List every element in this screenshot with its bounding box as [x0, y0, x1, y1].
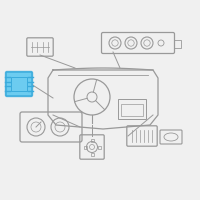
Bar: [84, 146, 86, 148]
Bar: [11, 77, 27, 91]
Bar: [98, 146, 101, 148]
Bar: [90, 152, 94, 156]
Bar: [118, 99, 146, 119]
FancyBboxPatch shape: [6, 72, 32, 96]
Bar: [121, 104, 143, 116]
Bar: [90, 138, 94, 142]
Bar: [174, 40, 181, 48]
